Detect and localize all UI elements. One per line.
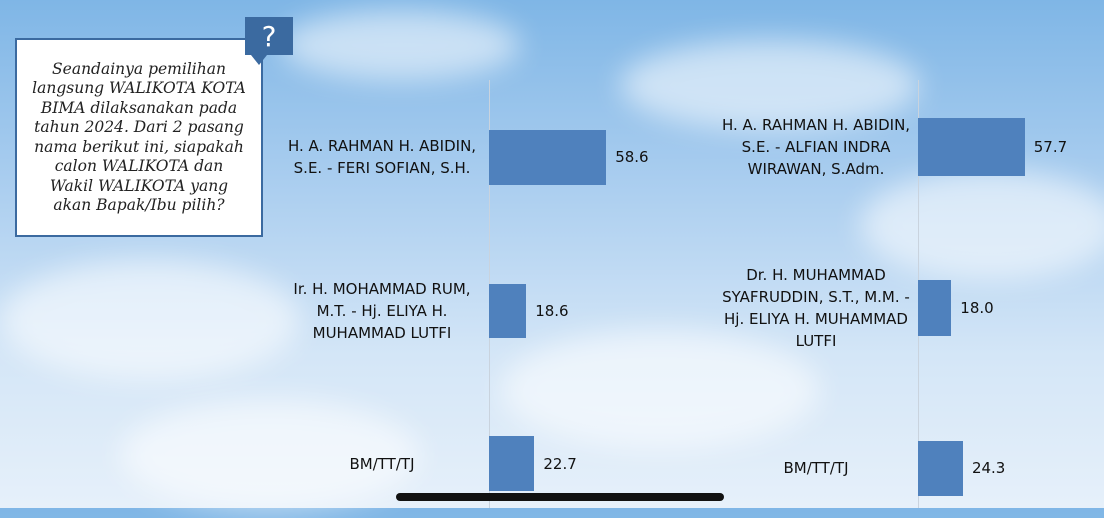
cloud-decoration [120,400,420,510]
bar [918,280,952,336]
category-label: BM/TT/TJ [783,459,849,477]
cloud-decoration [500,330,820,450]
data-label: 18.0 [960,299,994,317]
cloud-decoration [0,260,300,380]
bar [918,441,963,496]
cloud-decoration [860,170,1104,280]
data-label: 24.3 [971,459,1006,477]
bar [489,284,527,338]
data-label: 57.7 [1033,138,1068,156]
data-label: 22.7 [543,455,577,473]
cloud-decoration [280,10,520,80]
question-box: Seandainya pemilihan langsung WALIKOTA K… [15,38,263,237]
bar [489,130,607,185]
bar [918,118,1025,176]
scrollbar[interactable] [396,493,724,501]
cloud-decoration [620,40,920,130]
category-label: BM/TT/TJ [349,455,415,473]
question-mark-icon: ? [245,17,293,65]
data-label: 18.6 [535,302,569,320]
category-label: H. A. RAHMAN H. ABIDIN, S.E. - FERI SOFI… [287,137,477,177]
question-text: Seandainya pemilihan langsung WALIKOTA K… [32,59,246,215]
category-label: H. A. RAHMAN H. ABIDIN, S.E. - ALFIAN IN… [721,116,911,178]
category-label: Dr. H. MUHAMMAD SYAFRUDDIN, S.T., M.M. -… [722,266,910,350]
data-label: 58.6 [615,148,649,166]
category-label: Ir. H. MOHAMMAD RUM, M.T. - Hj. ELIYA H.… [293,280,471,342]
bar [489,436,535,491]
